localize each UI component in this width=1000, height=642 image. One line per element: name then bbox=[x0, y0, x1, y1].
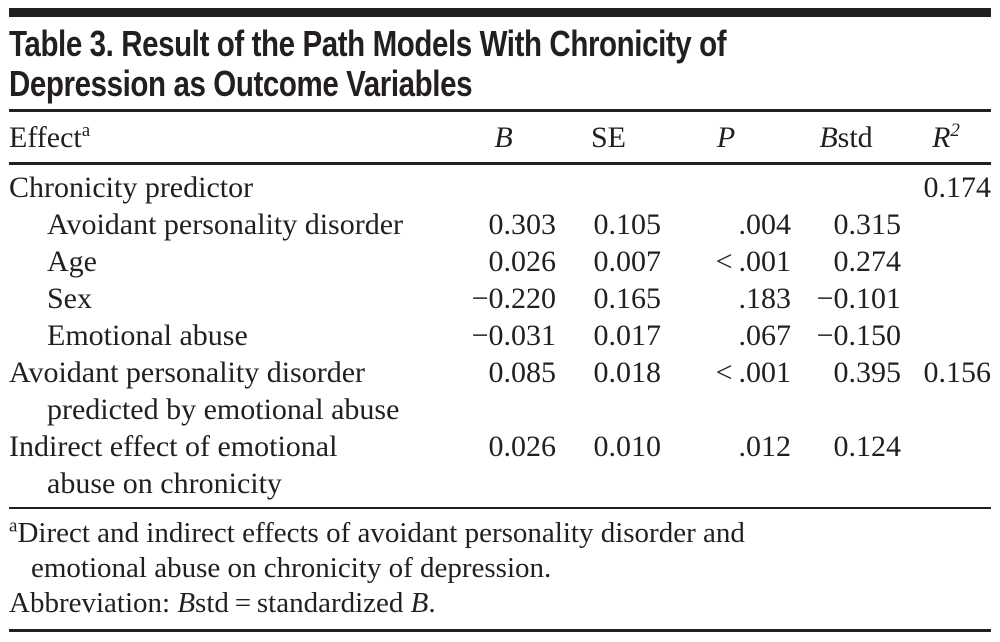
effect-footnote-marker: a bbox=[81, 120, 91, 141]
row-label-continuation: abuse on chronicity bbox=[47, 467, 282, 500]
bstd-cell: −0.150 bbox=[816, 319, 901, 352]
effect-cell: Sex bbox=[9, 280, 451, 317]
b-cell: 0.085 bbox=[488, 356, 557, 389]
table-row: Emotional abuse −0.031 0.017 .067 −0.150 bbox=[9, 317, 991, 354]
footnote-a-marker: a bbox=[9, 515, 18, 537]
table-row: Chronicity predictor 0.174 bbox=[9, 164, 991, 207]
row-label: Emotional abuse bbox=[47, 319, 248, 352]
se-cell: 0.018 bbox=[593, 356, 662, 389]
row-label-continuation: predicted by emotional abuse bbox=[47, 393, 400, 426]
p-header-label: P bbox=[716, 121, 736, 154]
abbreviation-b1: B bbox=[177, 587, 196, 619]
r2-cell bbox=[901, 280, 991, 317]
bstd-cell: 0.124 bbox=[833, 430, 902, 463]
b-cell: −0.031 bbox=[471, 319, 556, 352]
footnote-a-text1: Direct and indirect effects of avoidant … bbox=[17, 517, 745, 549]
p-cell: .012 bbox=[738, 430, 792, 463]
se-cell: 0.165 bbox=[593, 282, 662, 315]
se-cell bbox=[556, 164, 661, 207]
abbreviation-mid2: = standardized bbox=[228, 587, 411, 619]
effect-cell: Avoidant personality disorder predicted … bbox=[9, 354, 451, 428]
r2-cell bbox=[901, 317, 991, 354]
table-row: Avoidant personality disorder 0.303 0.10… bbox=[9, 206, 991, 243]
header-row: Effecta B SE P Bstd R2 bbox=[9, 112, 991, 165]
row-label: Sex bbox=[47, 282, 92, 315]
col-header-r2: R2 bbox=[901, 112, 991, 165]
table-row: Indirect effect of emotional abuse on ch… bbox=[9, 428, 991, 507]
col-header-b: B bbox=[451, 112, 556, 165]
b-cell bbox=[451, 164, 556, 207]
bstd-cell bbox=[791, 164, 901, 207]
top-bar bbox=[9, 8, 991, 17]
se-cell: 0.007 bbox=[593, 245, 662, 278]
p-cell: .004 bbox=[738, 208, 792, 241]
r2-header-label: R bbox=[932, 121, 951, 154]
r2-cell bbox=[901, 428, 991, 507]
footnotes: aDirect and indirect effects of avoidant… bbox=[9, 516, 991, 621]
se-cell: 0.010 bbox=[593, 430, 662, 463]
r2-header-sup: 2 bbox=[950, 120, 960, 141]
p-cell: < .001 bbox=[715, 356, 791, 389]
b-cell: 0.303 bbox=[488, 208, 557, 241]
bstd-cell: −0.101 bbox=[816, 282, 901, 315]
b-cell: 0.026 bbox=[488, 245, 557, 278]
effect-cell: Avoidant personality disorder bbox=[9, 206, 451, 243]
footnote-a-line1: aDirect and indirect effects of avoidant… bbox=[9, 516, 991, 551]
effect-header-label: Effect bbox=[9, 121, 82, 154]
table-title-line1: Table 3. Result of the Path Models With … bbox=[9, 23, 727, 64]
bstd-header-b: B bbox=[819, 121, 838, 154]
r2-cell bbox=[901, 243, 991, 280]
bottom-rule bbox=[9, 629, 991, 632]
row-label: Indirect effect of emotional bbox=[9, 430, 338, 463]
page: Table 3. Result of the Path Models With … bbox=[0, 8, 1000, 632]
se-header-label: SE bbox=[590, 121, 626, 154]
r2-cell: 0.156 bbox=[923, 356, 992, 389]
abbreviation-line: Abbreviation: Bstd = standardized B. bbox=[9, 586, 991, 621]
row-label: Avoidant personality disorder bbox=[47, 208, 404, 241]
p-cell: .183 bbox=[738, 282, 792, 315]
effect-cell: Indirect effect of emotional abuse on ch… bbox=[9, 428, 451, 507]
p-cell: < .001 bbox=[715, 245, 791, 278]
b-cell: −0.220 bbox=[471, 282, 556, 315]
abbreviation-prefix: Abbreviation: bbox=[9, 587, 178, 619]
b-cell: 0.026 bbox=[488, 430, 557, 463]
effect-cell: Age bbox=[9, 243, 451, 280]
col-header-p: P bbox=[661, 112, 791, 165]
bstd-header-suffix: std bbox=[837, 121, 873, 154]
effect-cell: Emotional abuse bbox=[9, 317, 451, 354]
se-cell: 0.017 bbox=[593, 319, 662, 352]
row-label: Age bbox=[47, 245, 97, 278]
b-header-label: B bbox=[494, 121, 513, 154]
r2-cell: 0.174 bbox=[923, 171, 992, 204]
se-cell: 0.105 bbox=[593, 208, 662, 241]
table-row: Avoidant personality disorder predicted … bbox=[9, 354, 991, 428]
col-header-bstd: Bstd bbox=[791, 112, 901, 165]
effect-cell: Chronicity predictor bbox=[9, 164, 451, 207]
p-cell bbox=[661, 164, 791, 207]
r2-cell bbox=[901, 206, 991, 243]
table-title-line2: Depression as Outcome Variables bbox=[9, 63, 473, 104]
abbreviation-suffix: . bbox=[428, 587, 436, 619]
path-model-table: Effecta B SE P Bstd R2 Chronicity predic… bbox=[9, 112, 991, 507]
row-label: Avoidant personality disorder bbox=[9, 356, 366, 389]
table-title: Table 3. Result of the Path Models With … bbox=[9, 24, 991, 104]
bstd-cell: 0.315 bbox=[833, 208, 902, 241]
col-header-se: SE bbox=[556, 112, 661, 165]
table-row: Sex −0.220 0.165 .183 −0.101 bbox=[9, 280, 991, 317]
table-row: Age 0.026 0.007 < .001 0.274 bbox=[9, 243, 991, 280]
footnote-a-line2: emotional abuse on chronicity of depress… bbox=[31, 552, 552, 584]
footnote-rule bbox=[9, 507, 991, 509]
abbreviation-mid1: std bbox=[195, 587, 229, 619]
col-header-effect: Effecta bbox=[9, 112, 451, 165]
abbreviation-b2: B bbox=[410, 587, 429, 619]
bstd-cell: 0.395 bbox=[833, 356, 902, 389]
bstd-cell: 0.274 bbox=[833, 245, 902, 278]
title-rule bbox=[9, 109, 991, 112]
row-label: Chronicity predictor bbox=[9, 171, 254, 204]
p-cell: .067 bbox=[738, 319, 792, 352]
